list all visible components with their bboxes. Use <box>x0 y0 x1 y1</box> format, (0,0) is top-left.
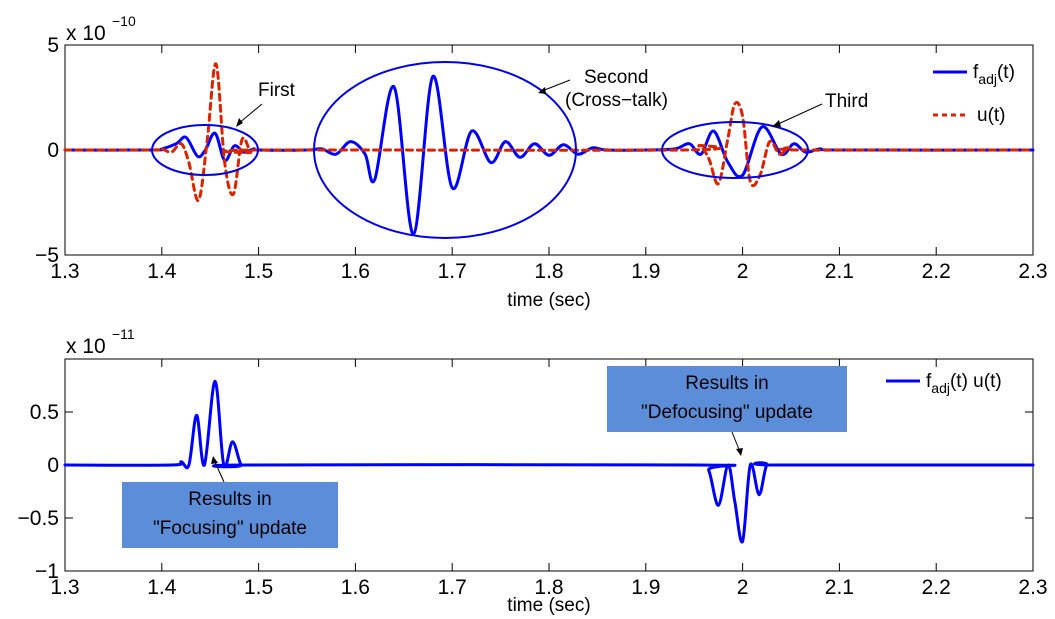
defocusing-callout: Results in "Defocusing" update <box>607 366 847 456</box>
top-exponent-base: x 10 <box>66 22 106 45</box>
top-series-line-1 <box>63 62 1035 202</box>
defocusing-line1: Results in <box>685 373 768 394</box>
top-x-axis-label: time (sec) <box>507 290 590 311</box>
arrow-focusing <box>213 459 225 483</box>
defocusing-box <box>607 366 847 432</box>
focusing-line1: Results in <box>188 489 271 510</box>
bottom-x-tick-label: 2.2 <box>922 576 951 599</box>
arrowhead-first <box>236 118 243 127</box>
legend-fadj-label: fadj(t) <box>973 62 1015 87</box>
bottom-x-tick-label: 1.5 <box>244 576 273 599</box>
bottom-x-tick-label: 1.9 <box>631 576 660 599</box>
bottom-y-tick-label: 0.5 <box>30 401 59 424</box>
top-axis-ticks: 1.3 1.4 1.5 1.6 1.7 1.8 1.9 2 2.1 2.2 2.3 5 0 −5 <box>35 34 1048 283</box>
second-ellipse <box>313 61 577 239</box>
bottom-y-tick-label: −1 <box>35 560 59 583</box>
bottom-legend: fadj(t) u(t) <box>886 371 1002 396</box>
focusing-line2: "Focusing" update <box>153 518 307 539</box>
annotation-second: Second <box>584 67 648 88</box>
top-x-tick-label: 1.3 <box>50 260 79 283</box>
legend-u-label: u(t) <box>977 105 1006 126</box>
bottom-x-tick-label: 1.7 <box>438 576 467 599</box>
bottom-y-tick-label: −0.5 <box>18 507 59 530</box>
bottom-series-line-0 <box>63 379 1035 544</box>
arrowhead-second <box>538 87 546 94</box>
top-x-tick-label: 1.9 <box>631 260 660 283</box>
bottom-series-group <box>63 379 1035 544</box>
third-ellipse <box>661 121 809 179</box>
bottom-exponent-base: x 10 <box>66 335 106 358</box>
bottom-x-tick-label: 2 <box>737 576 749 599</box>
focusing-box <box>122 482 338 548</box>
arrow-third <box>775 103 823 126</box>
annotation-third: Third <box>825 91 868 112</box>
bottom-plot: x 10 −11 1.3 1.4 1.5 1.6 1.7 1.8 1.9 2 2.1 2.2 2.3… <box>18 326 1048 616</box>
top-x-tick-label: 1.6 <box>341 260 370 283</box>
arrow-first <box>237 103 263 125</box>
bottom-x-tick-label: 1.3 <box>50 576 79 599</box>
bottom-x-tick-label: 1.6 <box>341 576 370 599</box>
top-x-tick-label: 2.3 <box>1018 260 1047 283</box>
top-x-tick-label: 1.8 <box>534 260 563 283</box>
annotation-first: First <box>258 80 296 101</box>
arrow-second <box>541 79 571 92</box>
bottom-x-tick-label: 2.1 <box>825 576 854 599</box>
bottom-x-tick-label: 1.4 <box>147 576 177 599</box>
top-x-tick-label: 1.7 <box>438 260 467 283</box>
top-x-tick-label: 2 <box>737 260 749 283</box>
top-x-tick-label: 1.4 <box>147 260 177 283</box>
top-y-tick-label: 5 <box>47 34 59 57</box>
arrowhead-defocusing <box>736 448 743 456</box>
defocusing-line2: "Defocusing" update <box>641 402 813 423</box>
focusing-callout: Results in "Focusing" update <box>122 456 338 548</box>
top-legend: fadj(t) u(t) <box>933 62 1015 126</box>
first-ellipse <box>151 124 259 176</box>
top-plot: x 10 −10 1.3 1.4 1.5 1.6 1.7 1.8 1.9 2 2.1 2.2 2.3… <box>35 13 1048 311</box>
bottom-x-axis-label: time (sec) <box>507 595 590 616</box>
top-x-tick-label: 2.1 <box>825 260 854 283</box>
top-exponent-power: −10 <box>112 13 136 29</box>
arrowhead-third <box>772 120 781 127</box>
bottom-y-tick-label: 0 <box>47 454 59 477</box>
top-x-tick-label: 2.2 <box>922 260 951 283</box>
top-x-tick-label: 1.5 <box>244 260 273 283</box>
bottom-x-tick-label: 1.8 <box>534 576 563 599</box>
top-series-group <box>63 62 1035 236</box>
bottom-x-tick-label: 2.3 <box>1018 576 1047 599</box>
bottom-exponent-power: −11 <box>112 326 135 342</box>
top-y-tick-label: 0 <box>47 139 59 162</box>
arrowhead-focusing <box>211 456 218 464</box>
top-y-tick-label: −5 <box>35 244 59 267</box>
annotation-cross-talk: (Cross−talk) <box>565 90 668 111</box>
legend-product-label: fadj(t) u(t) <box>926 371 1002 396</box>
